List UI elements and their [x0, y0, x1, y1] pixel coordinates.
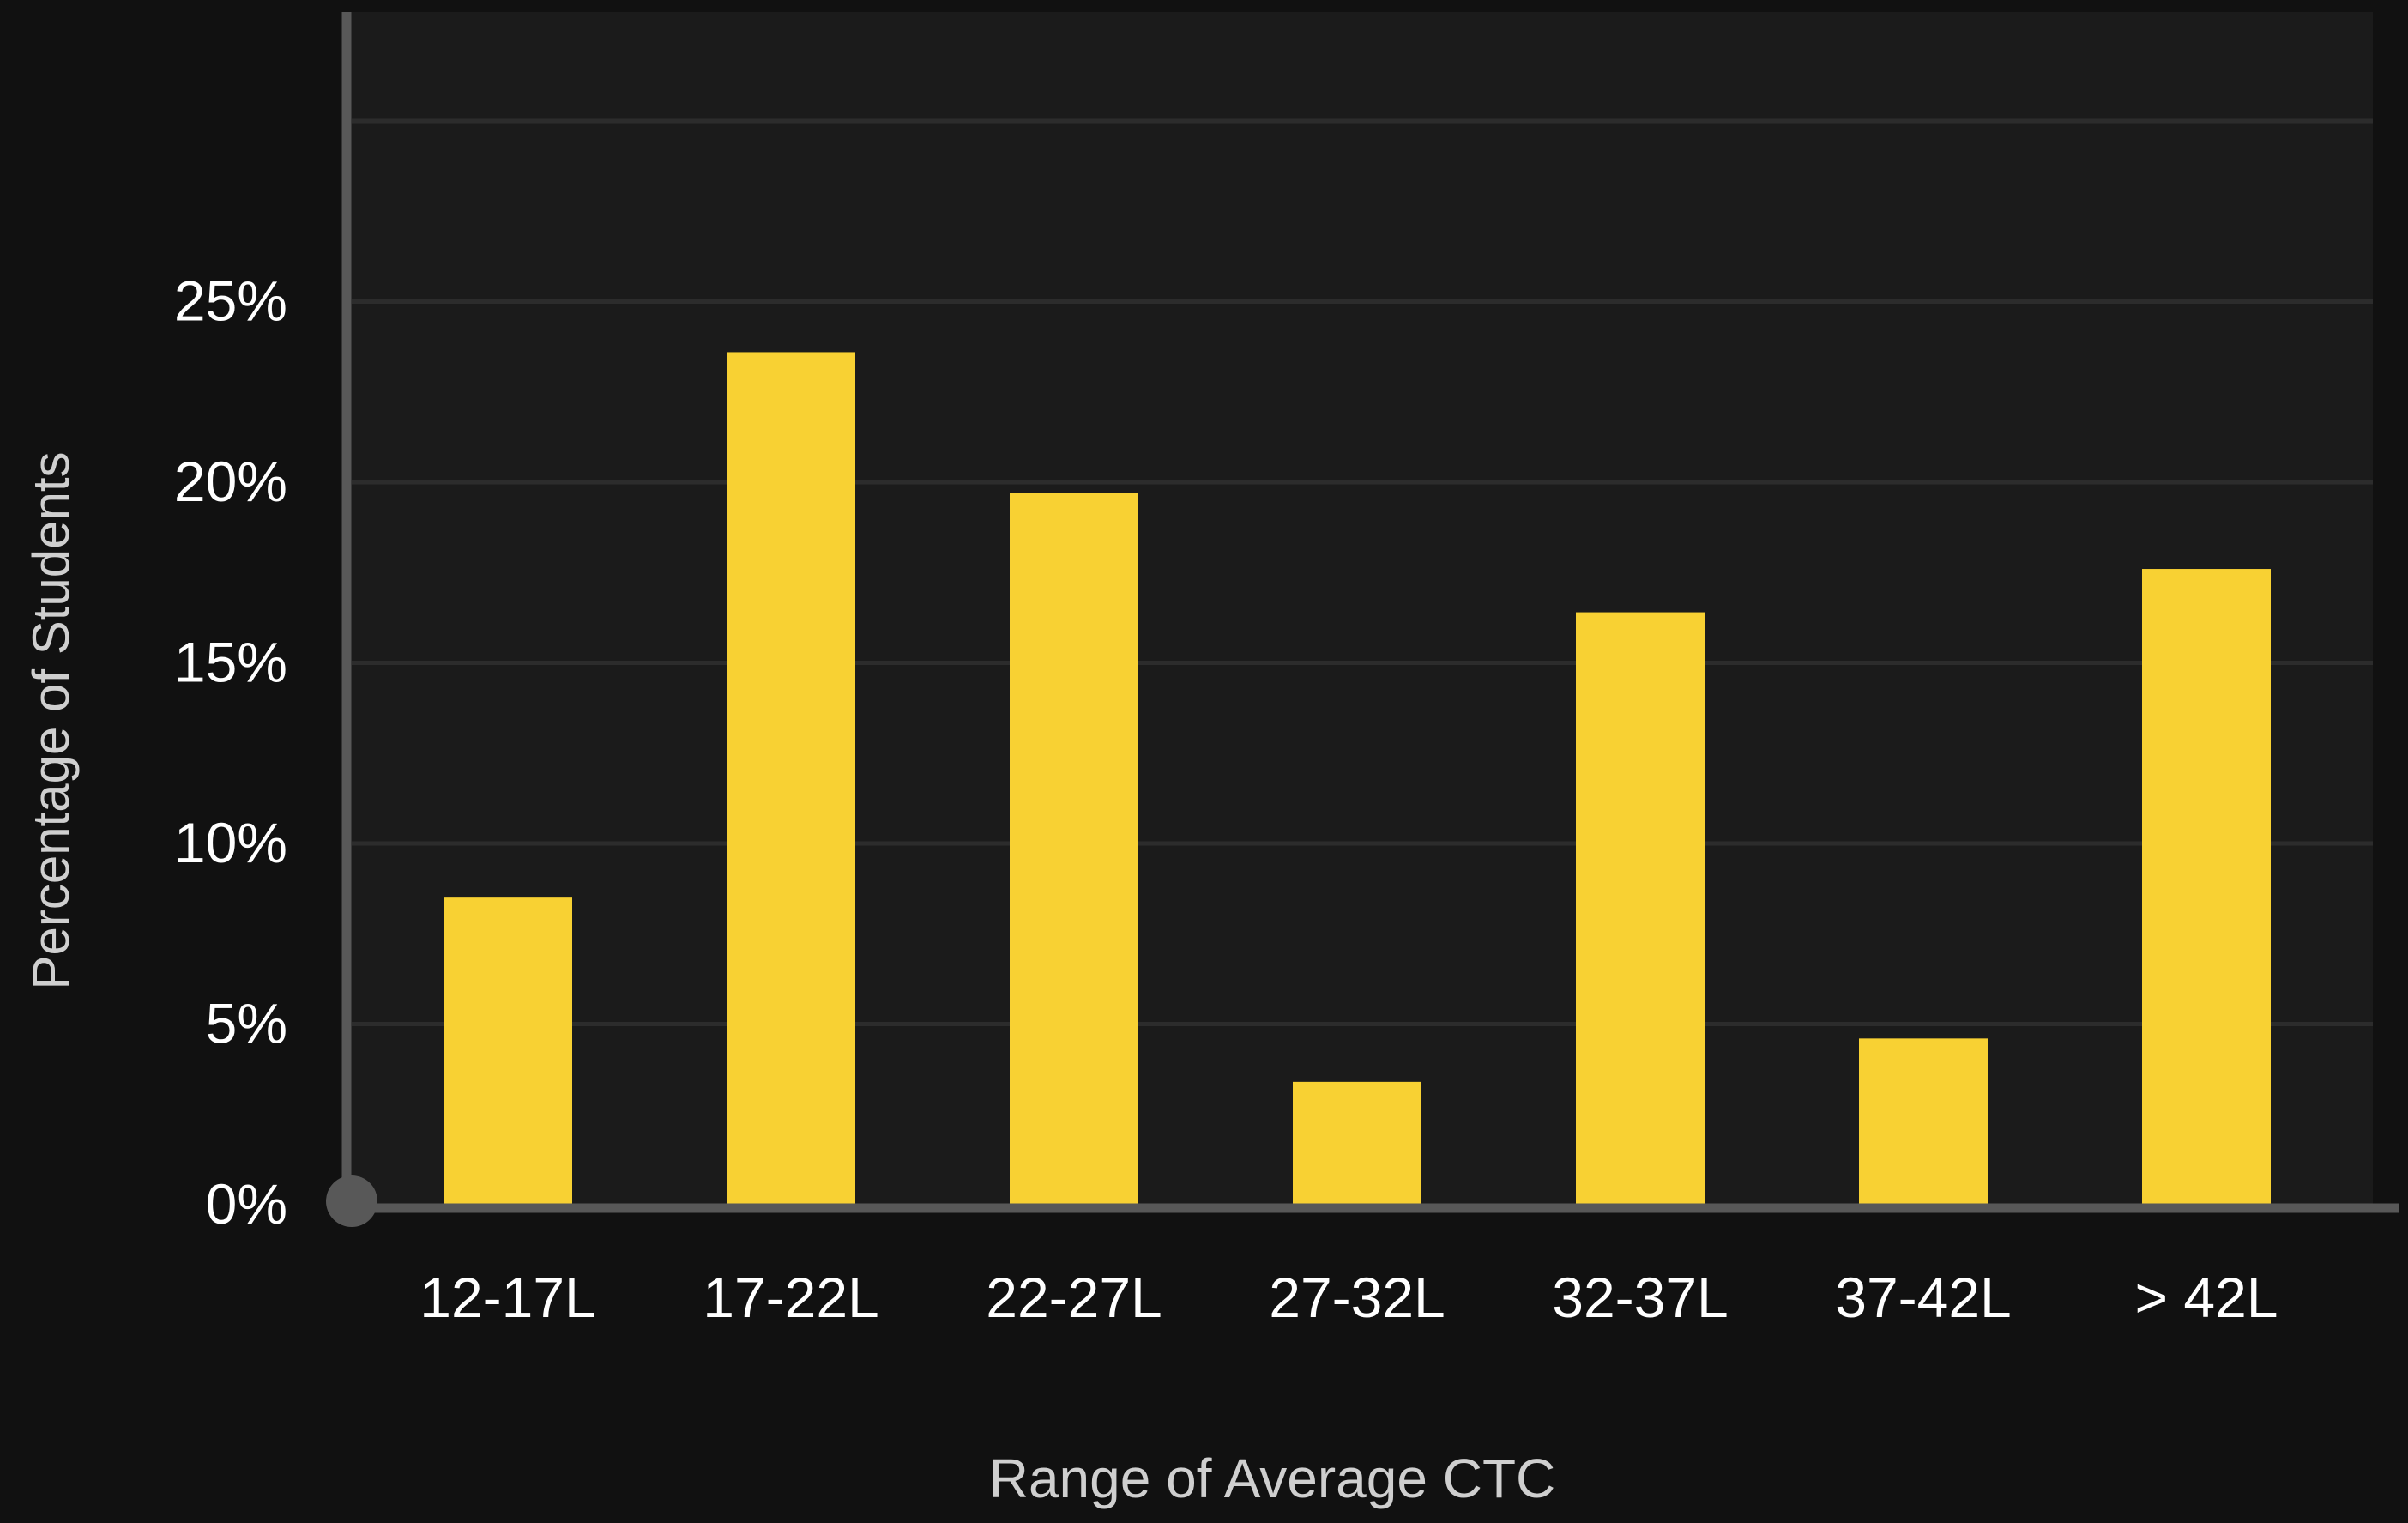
bar [2142, 569, 2271, 1205]
y-tick-labels: 0% 5% 10% 15% 20% 25% [174, 269, 287, 1236]
x-tick-label: 27-32L [1269, 1266, 1445, 1329]
y-tick-label: 0% [206, 1172, 287, 1236]
gridlines [352, 118, 2373, 1026]
bars [444, 352, 2271, 1205]
bar [1010, 493, 1138, 1205]
plot-background [343, 12, 2373, 1205]
x-axis-label: Range of Average CTC [989, 1447, 1556, 1509]
x-tick-label: 17-22L [703, 1266, 879, 1329]
x-tick-label: 32-37L [1552, 1266, 1729, 1329]
y-tick-label: 20% [174, 450, 287, 513]
x-tick-label: 12-17L [419, 1266, 596, 1329]
x-tick-label: 37-42L [1835, 1266, 2012, 1329]
axis-origin-dot [326, 1175, 377, 1227]
bar [1576, 612, 1705, 1205]
x-tick-label: > 42L [2135, 1266, 2278, 1329]
bar [1859, 1038, 1988, 1205]
bar [727, 352, 855, 1205]
bar [1293, 1081, 1421, 1205]
x-tick-label: 22-27L [986, 1266, 1162, 1329]
y-axis-label: Percentage of Students [22, 451, 80, 989]
y-tick-label: 10% [174, 811, 287, 874]
y-tick-label: 15% [174, 631, 287, 694]
x-tick-labels: 12-17L 17-22L 22-27L 27-32L 32-37L 37-42L > 42… [419, 1266, 2278, 1329]
y-tick-label: 5% [206, 992, 287, 1055]
y-tick-label: 25% [174, 269, 287, 333]
bar [444, 897, 572, 1205]
axes [326, 12, 2399, 1227]
